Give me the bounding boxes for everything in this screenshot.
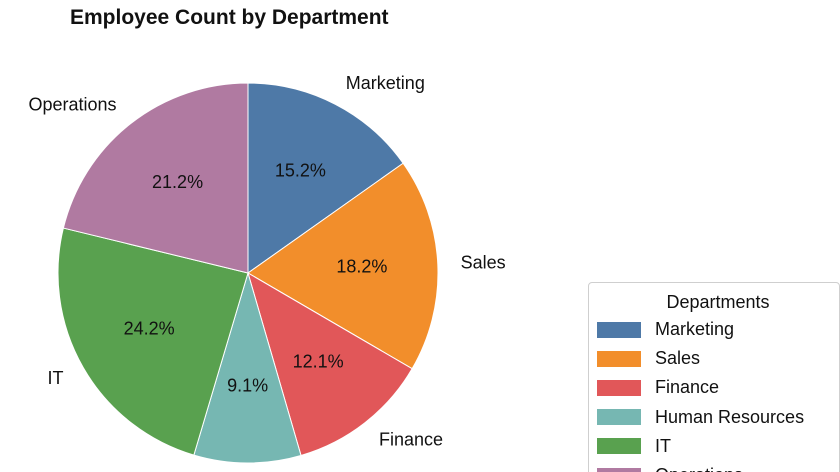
slice-label-it: IT: [47, 368, 63, 388]
legend-swatch: [597, 467, 641, 472]
pie-labels: Marketing15.2%Sales18.2%Finance12.1%Huma…: [28, 73, 506, 450]
legend-item-operations: Operations: [597, 461, 839, 472]
legend-label: Human Resources: [655, 406, 805, 427]
legend-items: Marketing Sales Finance Human Resources IT Op…: [597, 315, 839, 472]
legend-title: Departments: [666, 292, 770, 312]
pct-label-finance: 12.1%: [293, 352, 344, 372]
legend-item-sales: Sales: [597, 344, 839, 373]
legend-label: Sales: [655, 348, 701, 369]
pie-slice-marketing: [247, 82, 404, 274]
legend-swatch: [597, 321, 641, 338]
slice-label-operations: Operations: [28, 94, 116, 114]
chart-title: Employee Count by Department: [70, 6, 389, 29]
legend-item-marketing: Marketing: [597, 315, 839, 344]
legend-item-finance: Finance: [597, 373, 839, 402]
pie-slice-human-resources: [193, 271, 302, 464]
legend-label: IT: [655, 435, 671, 456]
pie-slices: [57, 82, 439, 464]
pct-label-sales: 18.2%: [336, 257, 387, 277]
chart-legend: Departments Marketing Sales Finance Human R…: [588, 282, 840, 472]
legend-swatch: [597, 379, 641, 396]
legend-swatch: [597, 409, 641, 426]
slice-label-sales: Sales: [461, 252, 506, 272]
pct-label-it: 24.2%: [124, 319, 175, 339]
pie-slice-sales: [247, 162, 439, 370]
pct-label-marketing: 15.2%: [275, 161, 326, 181]
pie-slice-operations: [62, 82, 249, 274]
legend-swatch: [597, 438, 641, 455]
legend-item-it: IT: [597, 432, 839, 461]
pie-slice-it: [57, 227, 249, 456]
pct-label-human-resources: 9.1%: [227, 376, 268, 396]
legend-swatch: [597, 350, 641, 367]
legend-label: Marketing: [655, 319, 735, 340]
slice-label-finance: Finance: [379, 429, 443, 449]
pie-slice-finance: [247, 271, 413, 457]
slice-label-marketing: Marketing: [346, 73, 425, 93]
legend-item-human-resources: Human Resources: [597, 403, 839, 432]
legend-label: Finance: [655, 377, 720, 398]
legend-label: Operations: [655, 465, 743, 472]
pct-label-operations: 21.2%: [152, 172, 203, 192]
